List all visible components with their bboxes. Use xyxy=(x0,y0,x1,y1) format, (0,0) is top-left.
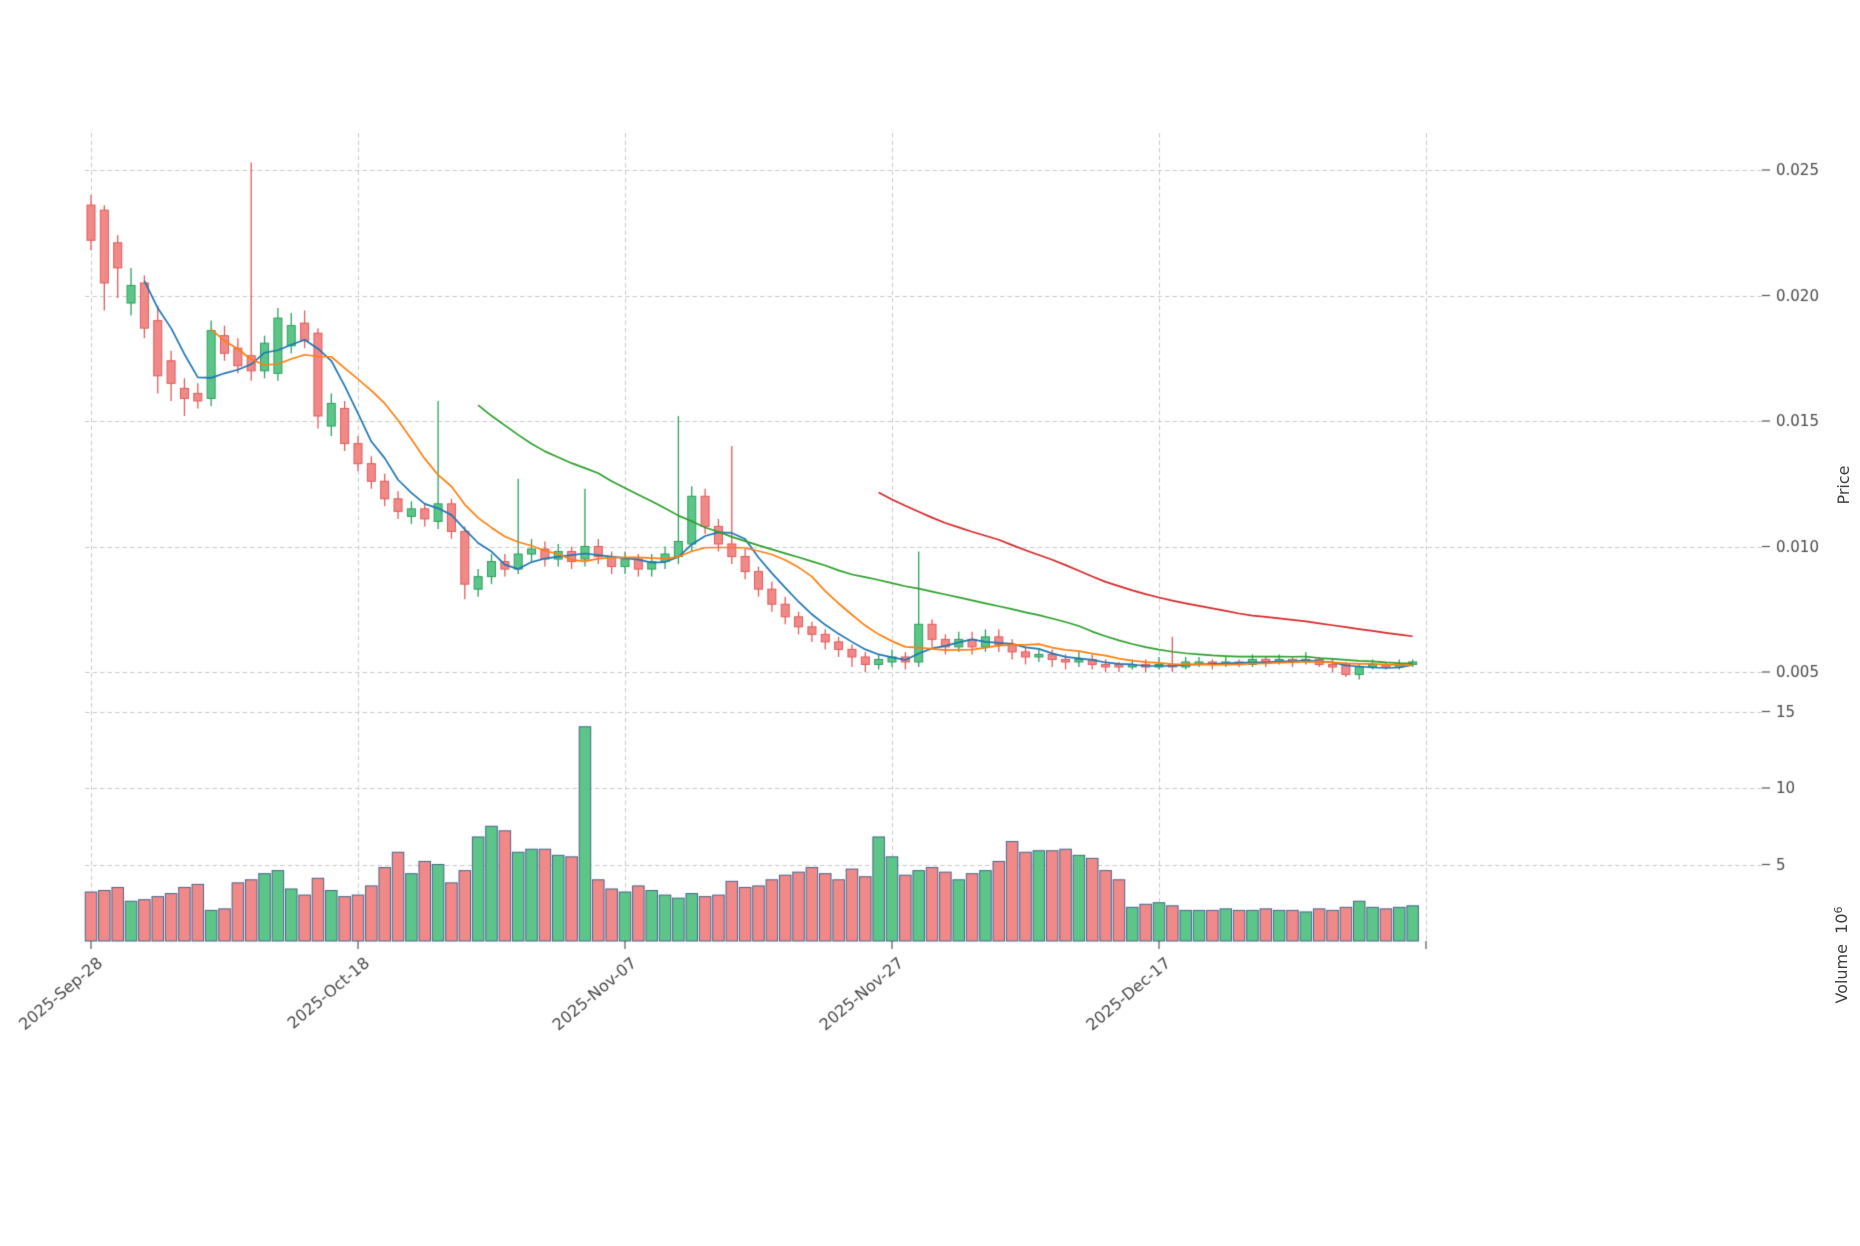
price-axis-label: Price xyxy=(1834,465,1853,505)
volume-axis-label: Volume 106 xyxy=(1832,906,1851,1004)
